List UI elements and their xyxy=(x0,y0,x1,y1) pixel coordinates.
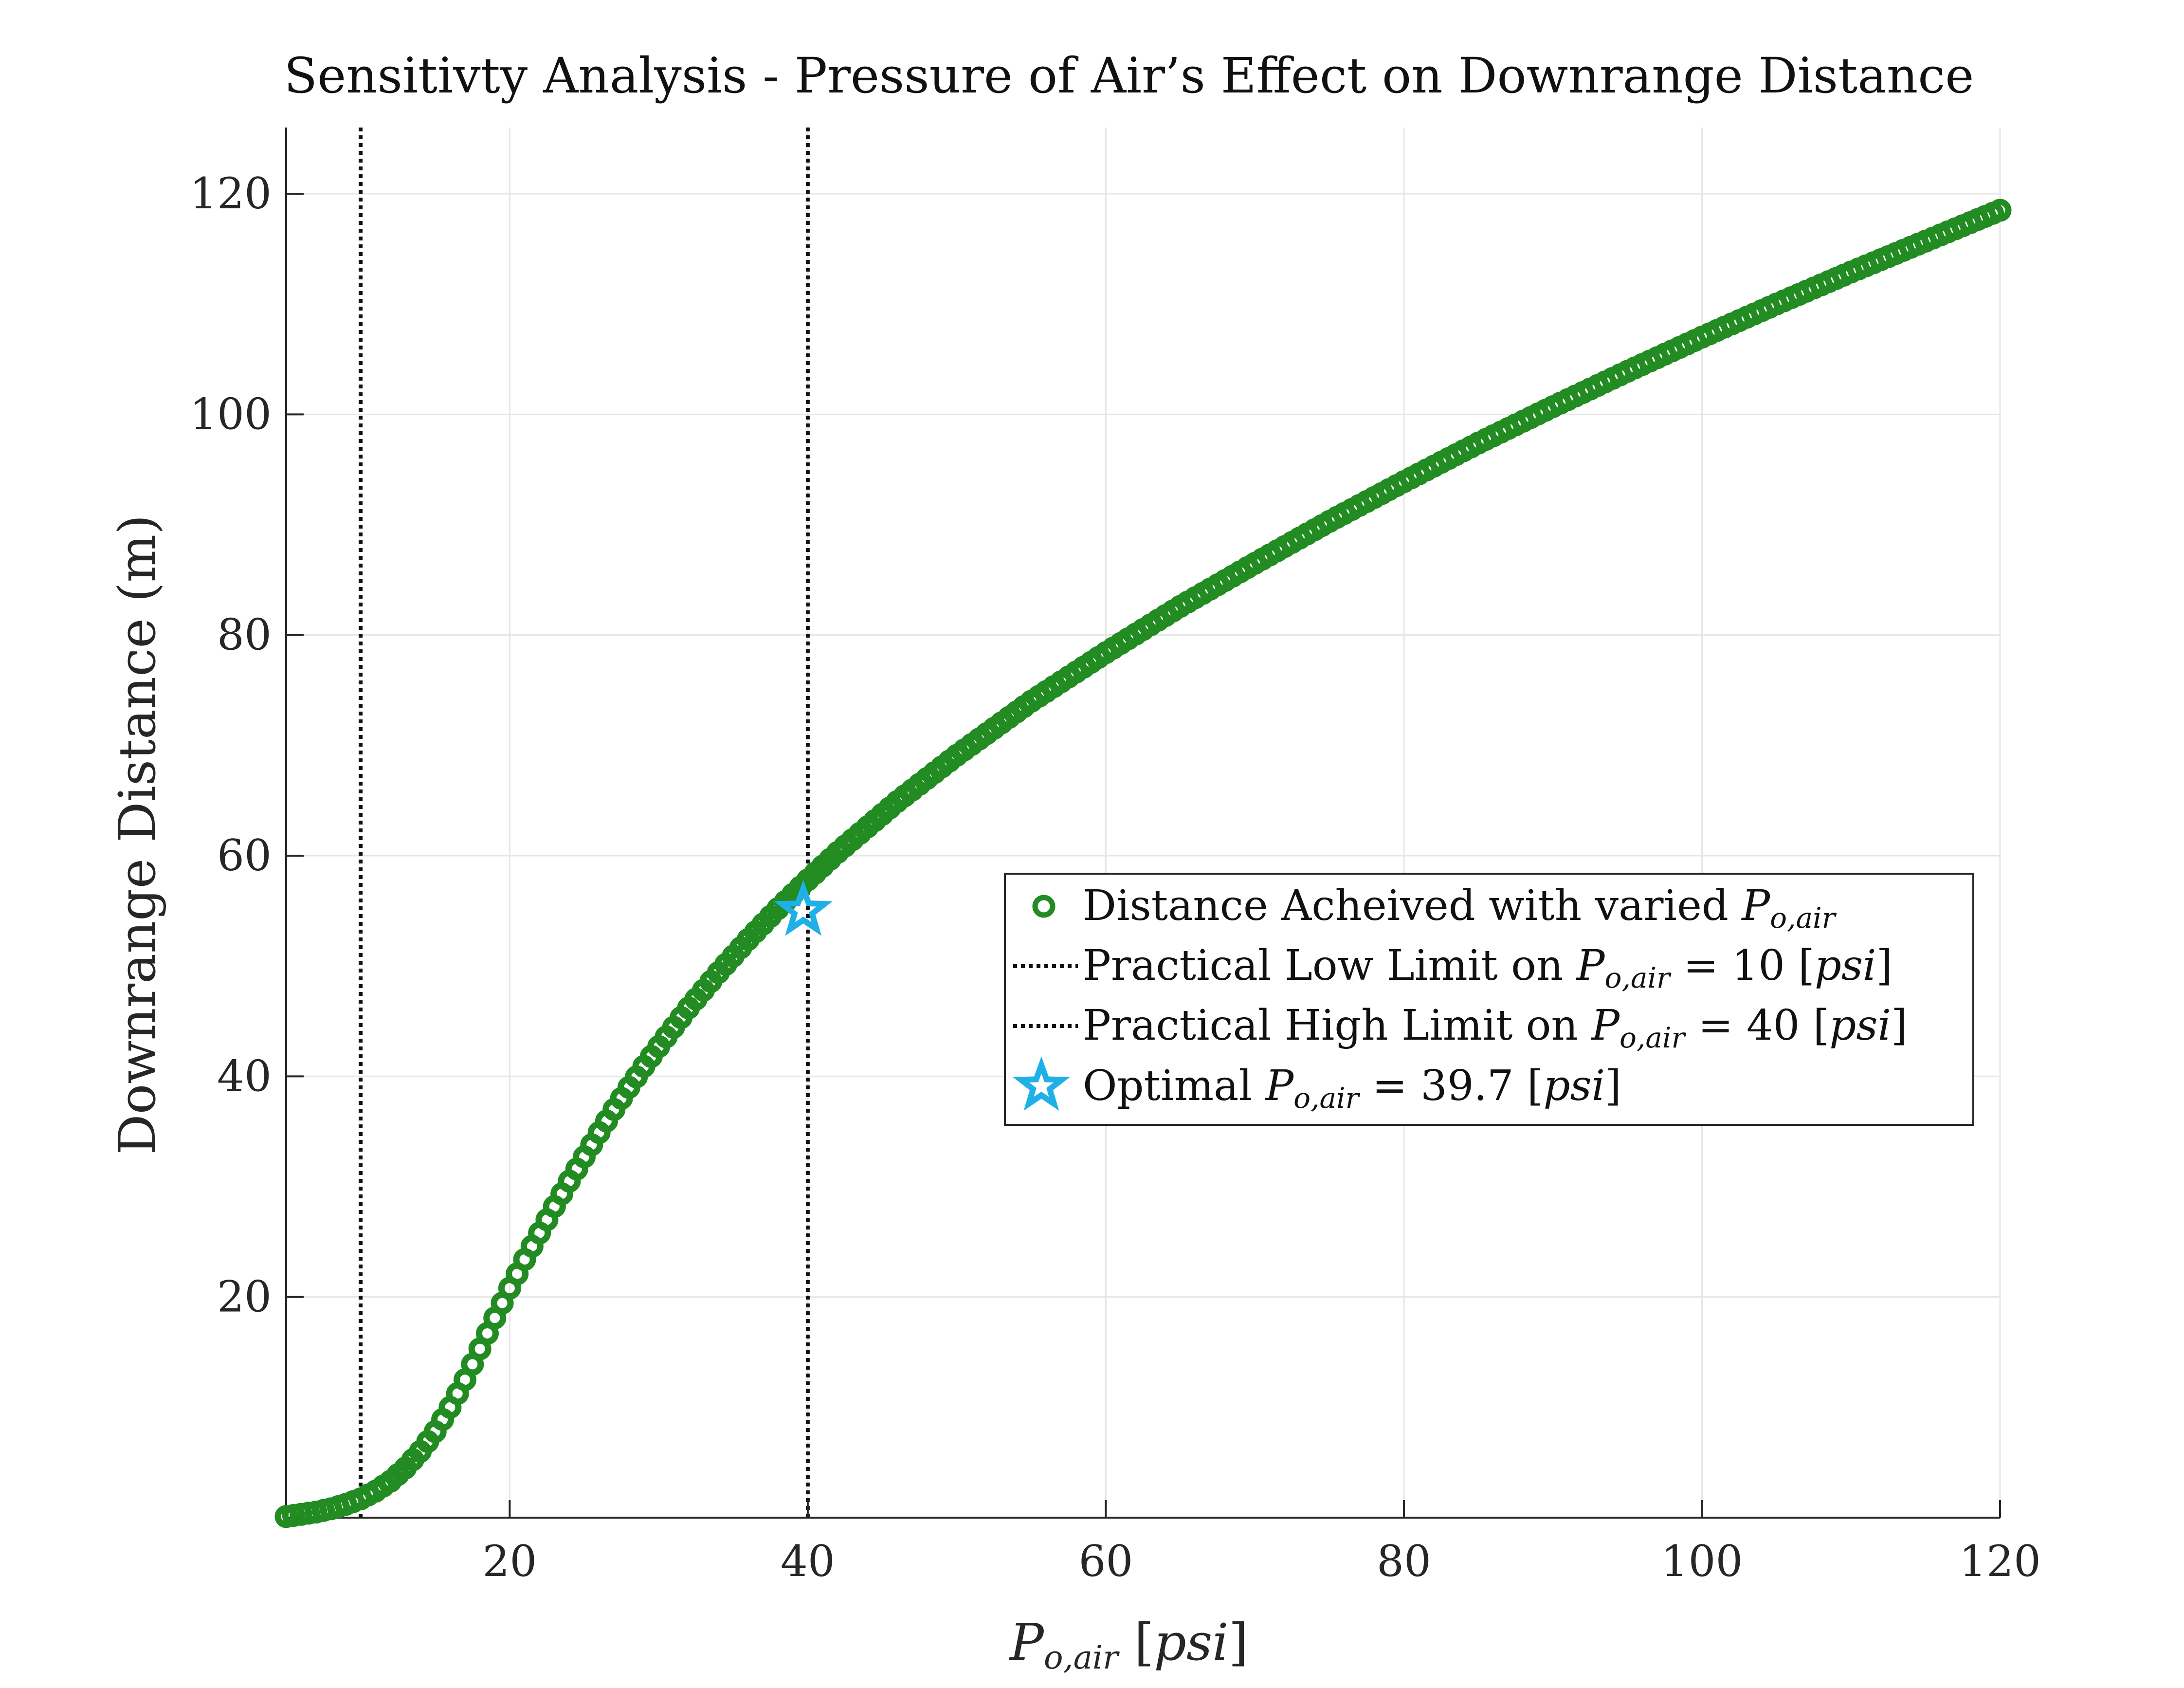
legend-label-low-limit: Practical Low Limit on Po,air = 10 [psi] xyxy=(1083,941,1893,994)
grid-layer xyxy=(286,128,2001,1518)
optimal-marker-layer xyxy=(774,880,833,936)
y-axis-label: Downrange Distance (m) xyxy=(108,514,167,1155)
legend-label-distance: Distance Acheived with varied Po,air xyxy=(1083,881,1837,935)
limit-lines-layer xyxy=(359,128,810,1518)
legend-label-high-limit: Practical High Limit on Po,air = 40 [psi… xyxy=(1083,1001,1908,1054)
legend-entry-low-limit: Practical Low Limit on Po,air = 10 [psi] xyxy=(1013,941,1893,994)
x-axis-label-unit-open: [ xyxy=(1118,1613,1154,1672)
y-tick-label: 100 xyxy=(190,389,272,439)
legend-circle-marker xyxy=(1032,895,1056,918)
legend-entry-distance: Distance Acheived with varied Po,air xyxy=(1032,881,1837,935)
y-tick-label: 40 xyxy=(217,1051,272,1101)
legend-star-marker xyxy=(1013,1056,1070,1111)
legend-box xyxy=(1004,873,1974,1126)
ticks-layer: 20 40 60 80 100 120 20 40 60 80 100 120 xyxy=(190,168,2041,1586)
data-points-layer xyxy=(274,199,2012,1528)
legend-entry-high-limit: Practical High Limit on Po,air = 40 [psi… xyxy=(1013,1001,1908,1054)
legend-label-optimal: Optimal Po,air = 39.7 [psi] xyxy=(1083,1062,1621,1115)
y-tick-label: 60 xyxy=(217,830,272,881)
y-tick-label: 120 xyxy=(190,168,272,219)
x-tick-label: 20 xyxy=(482,1536,537,1586)
y-tick-label: 20 xyxy=(217,1272,272,1322)
x-axis-label-var: P xyxy=(1009,1613,1045,1672)
x-tick-label: 80 xyxy=(1377,1536,1431,1586)
axes-layer xyxy=(285,128,2000,1519)
x-axis-label-unit-close: ] xyxy=(1229,1613,1249,1672)
x-axis-label-unit: psi xyxy=(1154,1613,1228,1672)
legend: Distance Acheived with varied Po,air Pra… xyxy=(1004,873,1974,1126)
x-tick-label: 100 xyxy=(1661,1536,1743,1586)
x-axis-label: Po,air [psi] xyxy=(1009,1613,1248,1676)
x-tick-label: 60 xyxy=(1078,1536,1133,1586)
optimal-star-marker xyxy=(774,880,833,936)
legend-entry-optimal: Optimal Po,air = 39.7 [psi] xyxy=(1013,1056,1621,1115)
chart-title: Sensitivty Analysis - Pressure of Air’s … xyxy=(284,47,1974,104)
y-tick-label: 80 xyxy=(217,610,272,660)
x-axis-label-sub: o,air xyxy=(1044,1639,1120,1676)
x-tick-label: 120 xyxy=(1959,1536,2041,1586)
data-point xyxy=(1988,199,2012,222)
x-tick-label: 40 xyxy=(781,1536,835,1586)
